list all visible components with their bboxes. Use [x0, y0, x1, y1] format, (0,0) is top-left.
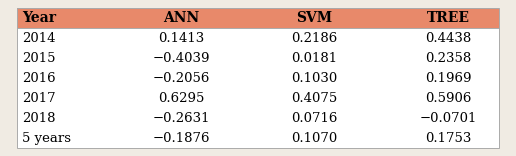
- Text: ANN: ANN: [163, 11, 199, 25]
- Text: 0.1030: 0.1030: [292, 72, 337, 85]
- Text: Year: Year: [22, 11, 56, 25]
- Text: 0.5906: 0.5906: [425, 92, 471, 105]
- Text: 2017: 2017: [22, 92, 56, 105]
- Text: 2016: 2016: [22, 72, 56, 85]
- FancyBboxPatch shape: [17, 7, 499, 28]
- Text: 2018: 2018: [22, 112, 55, 125]
- Text: 0.1413: 0.1413: [158, 32, 204, 45]
- Text: 0.1753: 0.1753: [425, 132, 471, 145]
- Text: 5 years: 5 years: [22, 132, 71, 145]
- Text: 0.4075: 0.4075: [292, 92, 337, 105]
- Text: 0.4438: 0.4438: [425, 32, 471, 45]
- Text: 0.1070: 0.1070: [292, 132, 337, 145]
- Text: 0.0181: 0.0181: [292, 52, 337, 65]
- Text: 0.2186: 0.2186: [292, 32, 337, 45]
- Text: TREE: TREE: [426, 11, 470, 25]
- Text: −0.1876: −0.1876: [152, 132, 210, 145]
- Text: −0.4039: −0.4039: [152, 52, 210, 65]
- Text: 0.0716: 0.0716: [291, 112, 337, 125]
- Text: −0.0701: −0.0701: [419, 112, 477, 125]
- Text: 0.2358: 0.2358: [425, 52, 471, 65]
- Text: 0.6295: 0.6295: [158, 92, 204, 105]
- FancyBboxPatch shape: [17, 28, 499, 149]
- Text: 0.1969: 0.1969: [425, 72, 471, 85]
- Text: −0.2056: −0.2056: [152, 72, 209, 85]
- Text: −0.2631: −0.2631: [152, 112, 210, 125]
- Text: 2014: 2014: [22, 32, 55, 45]
- Text: 2015: 2015: [22, 52, 55, 65]
- Text: SVM: SVM: [296, 11, 332, 25]
